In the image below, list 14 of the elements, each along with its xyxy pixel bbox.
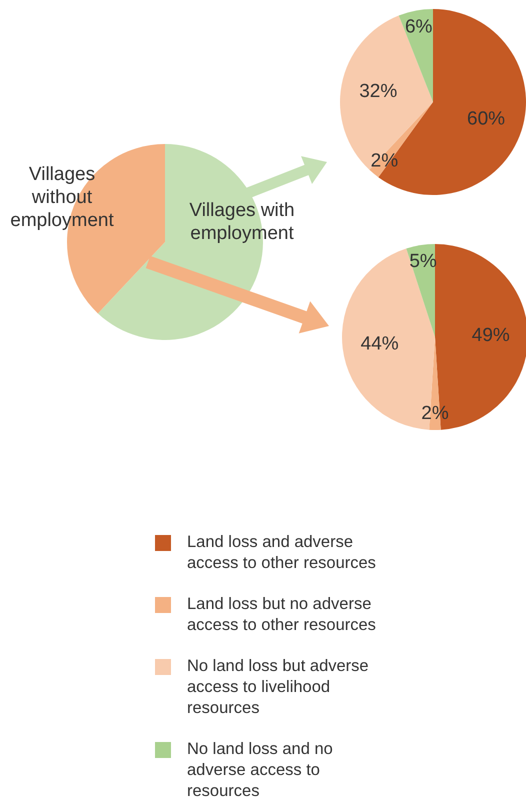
data-label: 32% [359,81,398,102]
data-label: 60% [467,108,506,130]
legend-label: No land loss and no adverse access to resources [187,740,333,800]
data-label: 6% [404,16,433,38]
pie-slice [340,16,433,170]
data-label: 2% [421,402,449,424]
data-label: 2% [370,150,398,172]
legend-label: No land loss but adverse access to livelihood resources [187,657,369,717]
legend-label: Villages with employment [189,200,295,244]
data-label: 49% [472,324,510,346]
legend-label: Land loss and adverse access to other resources [187,533,376,572]
pie-slice [398,9,433,102]
data-label: 44% [360,333,399,354]
legend-label: Land loss but no adverse access to other resources [187,595,376,634]
